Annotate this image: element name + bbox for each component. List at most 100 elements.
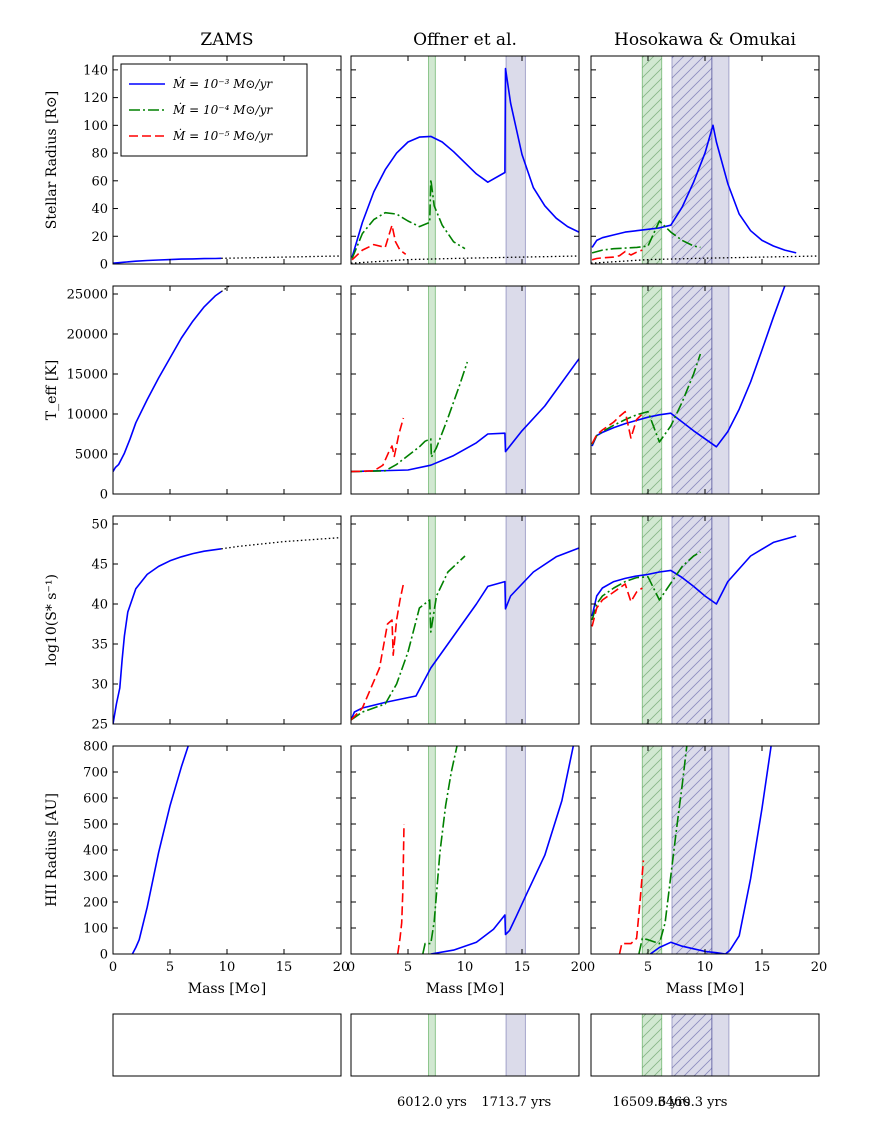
legend-label-m3: Ṁ = 10⁻³ M⊙/yr <box>172 76 273 91</box>
time-annotation-hosokawa-blue: 3460.3 yrs <box>658 1095 728 1110</box>
series-zams-teff-zams_ref <box>220 286 230 293</box>
ytick-label-radius-120: 120 <box>83 91 108 106</box>
shade-hosokawa-hii-2 <box>711 745 730 955</box>
shade-offner-logS-1 <box>505 515 526 725</box>
series-hosokawa-logS-m5 <box>591 583 643 627</box>
ytick-label-hii-100: 100 <box>83 922 108 937</box>
legend-label-m5: Ṁ = 10⁻⁵ M⊙/yr <box>172 128 273 143</box>
ytick-label-teff-25000: 25000 <box>67 288 108 303</box>
y-label-hii-radius: HII Radius [AU] <box>44 793 60 907</box>
series-zams-radius-m3 <box>113 257 222 264</box>
series-hosokawa-hii-m5 <box>618 860 645 954</box>
panel-frame-zams-logS <box>112 515 342 725</box>
shade-offner-teff-1 <box>505 285 526 495</box>
shade-hosokawa-teff-2 <box>711 285 730 495</box>
series-offner-logS-m3 <box>351 547 579 721</box>
xtick-label-zams-20: 20 <box>333 960 350 975</box>
series-offner-hii-m5 <box>396 823 405 954</box>
panel-frame-offner-radius <box>350 55 580 265</box>
time-annotation-hosokawa-green: 16509.6 yrs <box>612 1095 690 1110</box>
shade-hosokawa-strip-0-hatch <box>642 1014 662 1076</box>
series-zams-logS-zams_ref <box>221 536 341 550</box>
xtick-label-offner-15: 15 <box>514 960 531 975</box>
series-hosokawa-teff-m5 <box>591 410 643 444</box>
series-hosokawa-radius-m5 <box>591 249 643 261</box>
shade-hosokawa-teff-1-hatch <box>671 286 712 494</box>
xtick-label-zams-10: 10 <box>219 960 236 975</box>
panel-frame-offner-teff <box>350 285 580 495</box>
shade-hosokawa-hii-1-hatch <box>671 746 712 954</box>
xtick-label-zams-5: 5 <box>166 960 174 975</box>
series-offner-hii-m3 <box>430 746 575 954</box>
x-label-offner: Mass [M⊙] <box>426 981 505 997</box>
shade-hosokawa-strip-2 <box>711 1013 730 1077</box>
ytick-label-logS-40: 40 <box>91 598 108 613</box>
series-hosokawa-hii-m4 <box>638 746 688 954</box>
xtick-label-offner-10: 10 <box>457 960 474 975</box>
series-hosokawa-radius-m3 <box>591 124 797 254</box>
ytick-label-radius-20: 20 <box>91 230 108 245</box>
xtick-label-hosokawa-0: 0 <box>587 960 595 975</box>
ytick-label-teff-15000: 15000 <box>67 368 108 383</box>
shade-hosokawa-logS-2 <box>711 515 730 725</box>
ytick-label-hii-200: 200 <box>83 896 108 911</box>
series-hosokawa-radius-m4 <box>591 220 701 254</box>
ytick-label-teff-0: 0 <box>100 488 108 503</box>
y-label-stellar-radius: Stellar Radius [R⊙] <box>44 91 60 229</box>
series-offner-teff-m3 <box>351 358 579 473</box>
xtick-label-hosokawa-15: 15 <box>754 960 771 975</box>
shade-offner-strip-0 <box>428 1013 436 1077</box>
xtick-label-offner-5: 5 <box>404 960 412 975</box>
legend-label-m4: Ṁ = 10⁻⁴ M⊙/yr <box>172 102 273 117</box>
ytick-label-radius-0: 0 <box>100 258 108 273</box>
xtick-label-offner-20: 20 <box>571 960 588 975</box>
series-hosokawa-logS-m3 <box>591 535 797 617</box>
x-label-hosokawa: Mass [M⊙] <box>666 981 745 997</box>
time-annotation-offner-blue: 1713.7 yrs <box>481 1095 551 1110</box>
ytick-label-radius-80: 80 <box>91 147 108 162</box>
xtick-label-hosokawa-20: 20 <box>811 960 828 975</box>
ytick-label-radius-140: 140 <box>83 63 108 78</box>
series-offner-radius-m3 <box>351 67 579 258</box>
series-offner-logS-m5 <box>351 583 405 721</box>
series-hosokawa-teff-m4 <box>591 353 702 445</box>
y-label-ionizing-flux: log10(S* s⁻¹) <box>44 574 60 666</box>
shade-offner-strip-1 <box>505 1013 526 1077</box>
series-zams-teff-m3 <box>113 290 222 472</box>
panel-frame-zams-teff <box>112 285 342 495</box>
series-hosokawa-teff-m3 <box>591 286 786 448</box>
ytick-label-teff-20000: 20000 <box>67 328 108 343</box>
column-title-hosokawa: Hosokawa & Omukai <box>614 30 797 50</box>
series-offner-teff-m4 <box>351 361 469 473</box>
shade-hosokawa-hii-0-hatch <box>642 746 662 954</box>
strip-frame-offner <box>350 1013 580 1077</box>
shade-hosokawa-strip-1-hatch <box>671 1014 712 1076</box>
series-zams-radius-zams_ref <box>221 255 341 259</box>
shade-offner-teff-0 <box>428 285 436 495</box>
ytick-label-teff-10000: 10000 <box>67 408 108 423</box>
strip-frame-hosokawa <box>590 1013 820 1077</box>
ytick-label-teff-5000: 5000 <box>75 448 108 463</box>
x-label-zams: Mass [M⊙] <box>188 981 267 997</box>
series-hosokawa-hii-m3 <box>649 746 772 954</box>
panel-frame-zams-hii <box>112 745 342 955</box>
ytick-label-hii-500: 500 <box>83 818 108 833</box>
shade-hosokawa-teff-0-hatch <box>642 286 662 494</box>
shade-hosokawa-radius-1-hatch <box>671 56 712 264</box>
shade-hosokawa-logS-1-hatch <box>671 516 712 724</box>
ytick-label-hii-700: 700 <box>83 766 108 781</box>
shade-offner-hii-1 <box>505 745 526 955</box>
column-title-zams: ZAMS <box>200 30 253 50</box>
xtick-label-zams-0: 0 <box>109 960 117 975</box>
ytick-label-hii-0: 0 <box>100 948 108 963</box>
shade-hosokawa-radius-0-hatch <box>642 56 662 264</box>
series-hosokawa-logS-m4 <box>591 551 701 621</box>
shade-hosokawa-radius-2 <box>711 55 730 265</box>
series-offner-teff-m5 <box>351 417 405 473</box>
ytick-label-radius-40: 40 <box>91 202 108 217</box>
series-zams-logS-m3 <box>113 548 222 724</box>
ytick-label-logS-35: 35 <box>91 638 108 653</box>
series-offner-radius-m4 <box>351 178 466 259</box>
ytick-label-hii-300: 300 <box>83 870 108 885</box>
